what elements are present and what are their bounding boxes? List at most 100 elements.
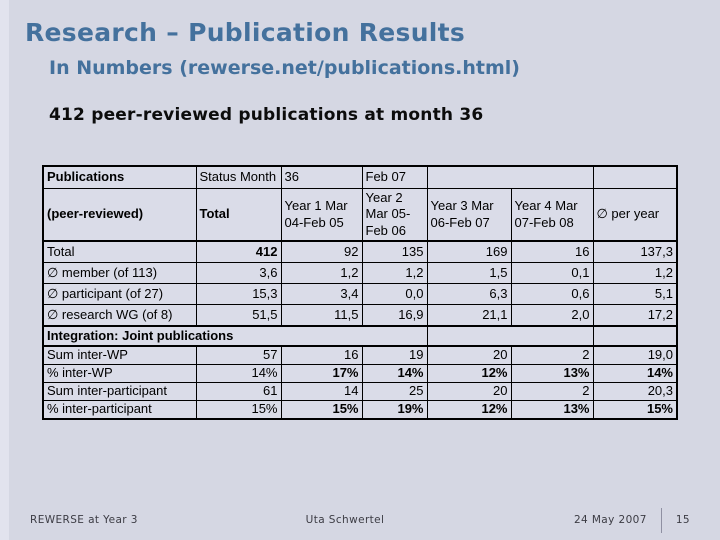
value-cell: 0,0: [361, 283, 428, 305]
year4-range: Mar 07-Feb 08: [514, 198, 578, 230]
empty-header-cell: [426, 165, 594, 189]
year1-name: Year 1: [284, 198, 322, 214]
year2-name: Year 2: [365, 190, 403, 206]
value-cell: 17%: [280, 364, 363, 383]
section-row: Integration: Joint publications: [42, 325, 678, 347]
table-row: Total 412 92 135 169 16 137,3: [42, 240, 678, 263]
value-cell: 2,0: [510, 304, 594, 327]
section-label: Integration: Joint publications: [42, 325, 428, 347]
value-cell: 5,1: [592, 283, 678, 305]
row-label: Sum inter-participant: [42, 382, 197, 401]
year4-name: Year 4: [514, 198, 552, 214]
year3-range: Mar 06-Feb 07: [430, 198, 494, 230]
year1-range: Mar 04-Feb 05: [284, 198, 348, 230]
empty-cell: [426, 325, 594, 347]
slide-title: Research – Publication Results: [25, 18, 466, 47]
year3-name: Year 3: [430, 198, 468, 214]
value-cell: 16,9: [361, 304, 428, 327]
value-cell: 1,5: [426, 262, 512, 284]
row-label: % inter-WP: [42, 364, 197, 383]
table-row: % inter-WP 14% 17% 14% 12% 13% 14%: [42, 364, 678, 383]
header-year4: Year 4 Mar 07-Feb 08: [510, 188, 594, 242]
value-cell: 0,6: [510, 283, 594, 305]
value-cell: 13%: [510, 364, 594, 383]
slide-subtitle: In Numbers (rewerse.net/publications.htm…: [49, 57, 520, 79]
header-total: Total: [195, 188, 282, 242]
value-cell: 20: [426, 345, 512, 365]
value-cell: 12%: [426, 400, 512, 420]
header-publications: Publications: [42, 165, 197, 189]
value-cell: 14%: [592, 364, 678, 383]
header-status-month-label: Status Month: [195, 165, 282, 189]
row-label: ∅ research WG (of 8): [42, 304, 197, 327]
table-header-row-years: (peer-reviewed) Total Year 1 Mar 04-Feb …: [42, 188, 678, 242]
empty-header-cell: [592, 165, 678, 189]
value-cell: 1,2: [592, 262, 678, 284]
value-cell: 20,3: [592, 382, 678, 401]
slide-edge-strip: [0, 0, 9, 540]
value-cell: 14%: [361, 364, 428, 383]
table-row: ∅ research WG (of 8) 51,5 11,5 16,9 21,1…: [42, 304, 678, 327]
total-value-cell: 412: [195, 240, 282, 263]
value-cell: 19%: [361, 400, 428, 420]
value-cell: 21,1: [426, 304, 512, 327]
value-cell: 14: [280, 382, 363, 401]
table-row: ∅ participant (of 27) 15,3 3,4 0,0 6,3 0…: [42, 283, 678, 305]
value-cell: 19,0: [592, 345, 678, 365]
empty-cell: [592, 325, 678, 347]
footer-author: Uta Schwertel: [305, 514, 385, 526]
footer-project: REWERSE at Year 3: [30, 514, 138, 526]
value-cell: 1,2: [361, 262, 428, 284]
total-value-cell: 15,3: [195, 283, 282, 305]
value-cell: 3,4: [280, 283, 363, 305]
value-cell: 15%: [592, 400, 678, 420]
value-cell: 17,2: [592, 304, 678, 327]
page-number: 15: [675, 514, 690, 526]
total-value-cell: 51,5: [195, 304, 282, 327]
header-year2: Year 2 Mar 05-Feb 06: [361, 188, 428, 242]
value-cell: 2: [510, 382, 594, 401]
table-row: ∅ member (of 113) 3,6 1,2 1,2 1,5 0,1 1,…: [42, 262, 678, 284]
row-label: Total: [42, 240, 197, 263]
value-cell: 0,1: [510, 262, 594, 284]
header-status-date: Feb 07: [361, 165, 428, 189]
value-cell: 13%: [510, 400, 594, 420]
header-status-month-value: 36: [280, 165, 363, 189]
value-cell: 19: [361, 345, 428, 365]
total-value-cell: 61: [195, 382, 282, 401]
total-value-cell: 57: [195, 345, 282, 365]
value-cell: 137,3: [592, 240, 678, 263]
value-cell: 20: [426, 382, 512, 401]
table-row: Sum inter-participant 61 14 25 20 2 20,3: [42, 382, 678, 401]
header-peer-reviewed: (peer-reviewed): [42, 188, 197, 242]
value-cell: 25: [361, 382, 428, 401]
total-value-cell: 3,6: [195, 262, 282, 284]
value-cell: 11,5: [280, 304, 363, 327]
value-cell: 12%: [426, 364, 512, 383]
year2-range: Mar 05-Feb 06: [365, 206, 411, 238]
publications-table: Publications Status Month 36 Feb 07 (pee…: [42, 165, 678, 420]
header-year1: Year 1 Mar 04-Feb 05: [280, 188, 363, 242]
row-label: ∅ participant (of 27): [42, 283, 197, 305]
value-cell: 16: [510, 240, 594, 263]
value-cell: 2: [510, 345, 594, 365]
value-cell: 92: [280, 240, 363, 263]
value-cell: 169: [426, 240, 512, 263]
value-cell: 15%: [280, 400, 363, 420]
value-cell: 1,2: [280, 262, 363, 284]
value-cell: 6,3: [426, 283, 512, 305]
table-row: Sum inter-WP 57 16 19 20 2 19,0: [42, 345, 678, 365]
value-cell: 16: [280, 345, 363, 365]
table-row: % inter-participant 15% 15% 19% 12% 13% …: [42, 400, 678, 420]
row-label: % inter-participant: [42, 400, 197, 420]
footer-divider: [660, 507, 662, 533]
row-label: ∅ member (of 113): [42, 262, 197, 284]
value-cell: 135: [361, 240, 428, 263]
header-per-year: ∅ per year: [592, 188, 678, 242]
total-value-cell: 14%: [195, 364, 282, 383]
table-header-row-status: Publications Status Month 36 Feb 07: [42, 165, 678, 189]
header-year3: Year 3 Mar 06-Feb 07: [426, 188, 512, 242]
total-value-cell: 15%: [195, 400, 282, 420]
footer-date: 24 May 2007: [573, 514, 647, 526]
footer-right-group: 24 May 2007 15: [574, 506, 690, 534]
